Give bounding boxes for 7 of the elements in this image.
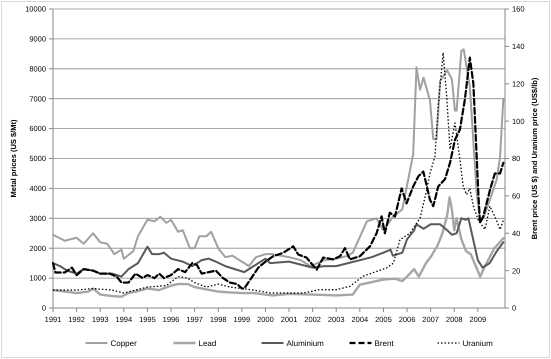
legend-label: Brent: [374, 338, 394, 348]
legend-label: Aluminium: [286, 338, 324, 348]
legend-label: Lead: [198, 338, 216, 348]
line-series: [52, 196, 505, 298]
line-series: [52, 217, 504, 278]
legend-label: Copper: [110, 338, 138, 348]
legend-label: Uranium: [462, 338, 494, 348]
